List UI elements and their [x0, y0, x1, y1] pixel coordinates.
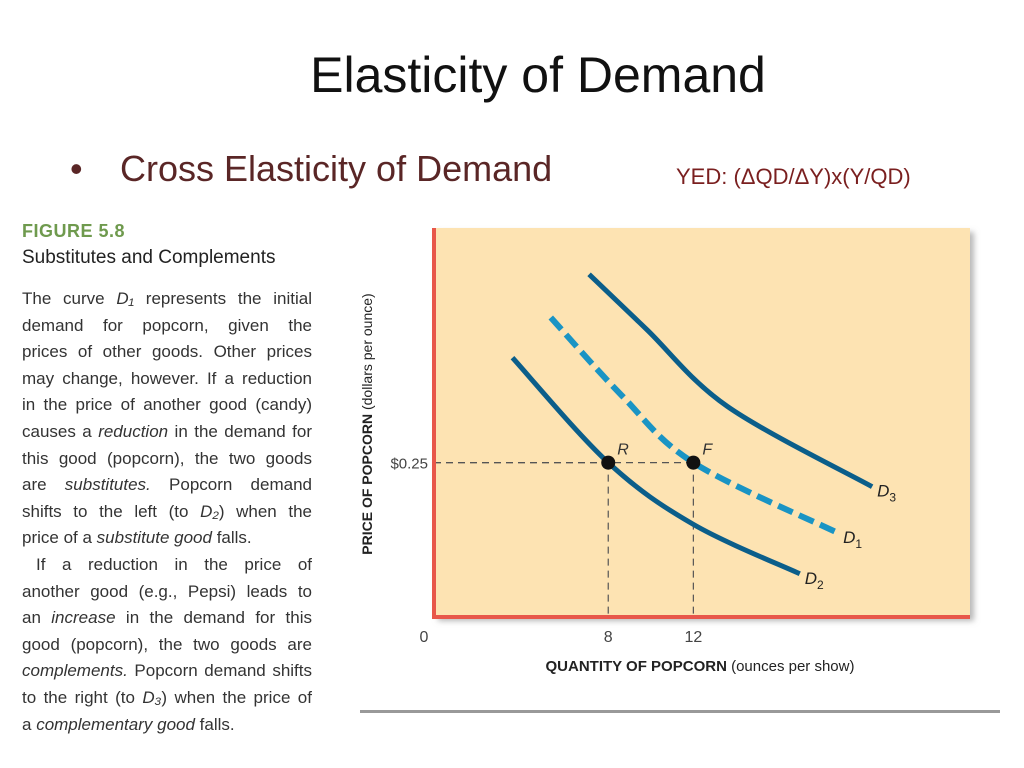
- caption-text: an: [22, 608, 52, 628]
- curve-label-letter: D: [805, 569, 817, 588]
- caption-text: a: [22, 714, 37, 734]
- caption-text: good (popcorn), the two goods are: [22, 634, 312, 654]
- caption-text: substitute good: [96, 528, 212, 548]
- y-axis-label: PRICE OF POPCORN (dollars per ounce): [359, 293, 375, 554]
- caption-text: causes a: [22, 421, 99, 441]
- caption-text: are: [22, 475, 65, 495]
- point-r: [601, 455, 616, 470]
- curve-label-sub: 3: [889, 491, 896, 505]
- caption-text: D₂: [200, 501, 219, 521]
- caption-text: If a reduction in the price of: [36, 554, 312, 574]
- curve-label-d3: D3: [877, 482, 896, 505]
- caption-line: another good (e.g., Pepsi) leads to: [22, 579, 312, 606]
- caption-line: complements. Popcorn demand shifts: [22, 658, 312, 685]
- demand-curve-d3: [587, 272, 874, 489]
- caption-line: The curve D₁ represents the initial: [22, 286, 312, 313]
- caption-line: causes a reduction in the demand for: [22, 419, 312, 446]
- caption-text: shifts to the left (to: [22, 501, 201, 521]
- curve-label-d1: D1: [843, 528, 862, 551]
- caption-line: this good (popcorn), the two goods: [22, 446, 312, 473]
- caption-text: D₃: [142, 687, 162, 707]
- y-tick-label: $0.25: [390, 456, 428, 473]
- curve-label-d2: D2: [805, 569, 824, 592]
- curve-label-sub: 1: [855, 537, 862, 551]
- bullet-text: Cross Elasticity of Demand: [120, 148, 553, 189]
- divider: [360, 710, 1000, 713]
- caption-text: demand for popcorn, given the: [22, 315, 312, 335]
- figure-number: FIGURE 5.8: [22, 221, 126, 241]
- caption-text: ) when the: [218, 501, 312, 521]
- caption-text: this good (popcorn), the two goods: [22, 448, 312, 468]
- plot-background: [434, 228, 970, 617]
- origin-label: 0: [420, 629, 429, 646]
- caption-text: substitutes.: [64, 475, 151, 495]
- caption-line: to the right (to D₃) when the price of: [22, 685, 312, 712]
- curve-label-sub: 2: [817, 578, 824, 592]
- caption-text: in the demand for this: [115, 608, 312, 628]
- caption-text: represents the initial: [134, 289, 312, 308]
- caption-text: price of a: [22, 528, 97, 548]
- y-axis-unit: (dollars per ounce): [359, 293, 375, 410]
- x-tick-label: 8: [604, 629, 613, 646]
- curve-label-letter: D: [843, 528, 855, 547]
- x-axis-unit: (ounces per show): [731, 658, 854, 675]
- figure-caption: The curve D₁ represents the initial deman…: [22, 286, 312, 738]
- x-axis-label: QUANTITY OF POPCORN (ounces per show): [546, 658, 855, 675]
- caption-text: prices of other goods. Other prices: [22, 342, 312, 362]
- caption-line: price of a substitute good falls.: [22, 525, 312, 552]
- caption-text: in the demand for: [168, 421, 312, 441]
- caption-line: If a reduction in the price of: [22, 552, 312, 579]
- caption-text: complements.: [22, 661, 128, 681]
- caption-line: prices of other goods. Other prices: [22, 339, 312, 366]
- demand-curve-d2: [510, 355, 801, 577]
- curve-label-letter: D: [877, 482, 889, 501]
- caption-text: Popcorn demand shifts: [127, 661, 312, 681]
- figure-title: Substitutes and Complements: [22, 247, 276, 268]
- x-axis-title: QUANTITY OF POPCORN: [546, 658, 727, 675]
- caption-line: demand for popcorn, given the: [22, 313, 312, 340]
- bullet-item: • Cross Elasticity of Demand: [70, 148, 552, 190]
- caption-line: are substitutes. Popcorn demand: [22, 472, 312, 499]
- slide-title: Elasticity of Demand: [310, 47, 766, 103]
- caption-text: reduction: [98, 421, 169, 441]
- caption-text: increase: [51, 608, 116, 628]
- caption-line: an increase in the demand for this: [22, 605, 312, 632]
- point-label: R: [617, 442, 629, 459]
- caption-line: a complementary good falls.: [22, 712, 312, 739]
- caption-line: shifts to the left (to D₂) when the: [22, 499, 312, 526]
- caption-line: in the price of another good (candy): [22, 392, 312, 419]
- caption-text: The curve: [22, 289, 117, 308]
- x-tick-label: 12: [684, 629, 702, 646]
- caption-line: may change, however. If a reduction: [22, 366, 312, 393]
- caption-text: Popcorn demand: [150, 475, 312, 495]
- caption-text: may change, however. If a reduction: [22, 368, 312, 388]
- point-label: F: [702, 442, 713, 459]
- y-axis-title: PRICE OF POPCORN: [359, 414, 375, 555]
- caption-text: ) when the price of: [161, 687, 312, 707]
- caption-text: falls.: [194, 714, 235, 734]
- caption-text: complementary good: [36, 714, 195, 734]
- caption-text: to the right (to: [22, 687, 143, 707]
- formula-text: YED: (ΔQD/ΔY)x(Y/QD): [676, 164, 911, 189]
- caption-text: another good (e.g., Pepsi) leads to: [22, 581, 312, 601]
- caption-text: D₁: [116, 289, 135, 308]
- bullet-icon: •: [70, 148, 83, 189]
- caption-text: in the price of another good (candy): [22, 395, 312, 415]
- caption-line: good (popcorn), the two goods are: [22, 632, 312, 659]
- point-f: [686, 455, 701, 470]
- caption-text: falls.: [211, 528, 252, 548]
- demand-curve-d1: [548, 315, 840, 536]
